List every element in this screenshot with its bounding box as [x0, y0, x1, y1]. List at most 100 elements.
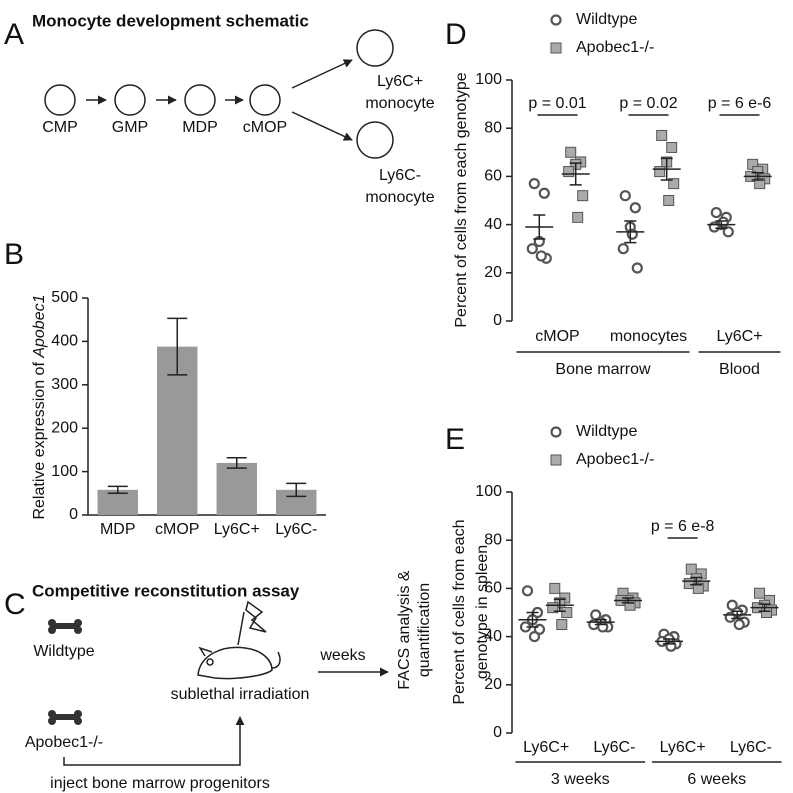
data-point [547, 602, 559, 614]
bar [216, 462, 257, 515]
node [44, 84, 76, 116]
node-label: Ly6C- [379, 167, 421, 184]
data-point [521, 585, 534, 597]
sem-bar [533, 214, 546, 240]
data-point [619, 190, 631, 202]
y-tick-label: 200 [51, 419, 78, 436]
readout-label: FACS analysis & [396, 570, 413, 689]
data-point [561, 607, 573, 618]
panel-label: B [4, 238, 24, 271]
y-axis-label-part: Percent of cells from each genotype [453, 72, 470, 327]
panel-label: D [445, 18, 467, 51]
data-point [761, 607, 773, 618]
y-tick-label: 0 [69, 506, 78, 523]
recipient-label: sublethal irradiation [171, 686, 310, 703]
data-point [563, 166, 575, 178]
group-label: 3 weeks [551, 771, 610, 788]
y-tick-label: 80 [484, 119, 502, 136]
sem-bar [715, 220, 728, 229]
data-point [629, 202, 641, 214]
data-point [722, 226, 734, 238]
data-point [726, 599, 738, 611]
node-label: cMOP [243, 119, 287, 136]
interval-label: weeks [319, 647, 365, 664]
x-tick-label: cMOP [535, 328, 579, 345]
data-point [538, 187, 550, 199]
legend-label: Apobec1-/- [576, 39, 654, 56]
data-point [710, 206, 722, 219]
sem-bar [569, 162, 582, 186]
panel-title: Competitive reconstitution assay [32, 581, 300, 600]
sem-bar [662, 638, 675, 645]
data-point [685, 563, 697, 575]
lineage-nodes [44, 29, 394, 159]
group-label: Blood [719, 361, 760, 378]
x-tick-label: Ly6C+ [660, 739, 706, 756]
node [184, 84, 216, 116]
sem-bar [622, 597, 635, 604]
sem-bar [594, 618, 607, 626]
sem-bar [758, 603, 771, 613]
data-point [550, 426, 562, 438]
y-axis-label-part: Apobec1 [31, 294, 48, 358]
data-point [577, 190, 589, 202]
error-bar [167, 317, 188, 376]
y-tick-label: 100 [475, 483, 502, 500]
arrow [291, 111, 353, 141]
data-point [624, 599, 636, 611]
y-tick-label: 40 [484, 628, 502, 645]
y-tick-label: 300 [51, 376, 78, 393]
data-point [549, 582, 561, 594]
data-point [631, 262, 643, 274]
node [356, 29, 394, 67]
legend-label: Wildtype [576, 11, 637, 28]
data-point [692, 582, 704, 594]
y-tick-label: 60 [484, 168, 502, 185]
data-point [556, 619, 568, 631]
y-tick-label: 0 [493, 724, 502, 741]
node-label: GMP [112, 119, 148, 136]
data-point [656, 129, 668, 141]
group-label: 6 weeks [687, 771, 746, 788]
data-point [754, 178, 766, 190]
sem-bar [751, 172, 764, 181]
panel-title: Monocyte development schematic [32, 11, 309, 30]
panel-label: E [445, 423, 465, 456]
y-tick-label: 500 [51, 289, 78, 306]
x-tick-label: Ly6C- [593, 739, 635, 756]
y-axis-label: Percent of cells from each [451, 520, 468, 705]
y-axis-label: Relative expression of Apobec1 [31, 294, 48, 519]
sem-bar [624, 220, 637, 244]
mouse-icon [197, 600, 281, 680]
node [356, 121, 394, 159]
readout-label: quantification [416, 583, 433, 677]
y-tick-label: 0 [493, 312, 502, 329]
data-point [668, 178, 680, 190]
error-bar [226, 456, 247, 469]
y-tick-label: 400 [51, 333, 78, 350]
injection-label: inject bone marrow progenitors [50, 775, 270, 792]
legend-label: Apobec1-/- [576, 451, 654, 468]
data-point [617, 243, 629, 255]
y-tick-label: 40 [484, 216, 502, 233]
y-axis-label: genotype in spleen [474, 545, 491, 679]
node-label: monocyte [365, 95, 434, 112]
error-bar [286, 482, 307, 498]
node-label: MDP [182, 119, 218, 136]
group-label: Bone marrow [555, 361, 651, 378]
data-point [550, 454, 562, 466]
legend-label: Wildtype [576, 423, 637, 440]
data-point [550, 14, 562, 26]
y-tick-label: 20 [484, 264, 502, 281]
p-value: p = 0.01 [528, 95, 586, 112]
x-tick-label: Ly6C+ [716, 328, 762, 345]
y-tick-label: 80 [484, 531, 502, 548]
node [249, 84, 281, 116]
arrow [291, 59, 353, 89]
injection-arrow [63, 716, 245, 766]
p-value: p = 6 e-6 [708, 95, 772, 112]
y-tick-label: 20 [484, 676, 502, 693]
data-point [754, 587, 766, 599]
sem-bar [660, 157, 673, 181]
p-value: p = 6 e-8 [651, 518, 715, 535]
